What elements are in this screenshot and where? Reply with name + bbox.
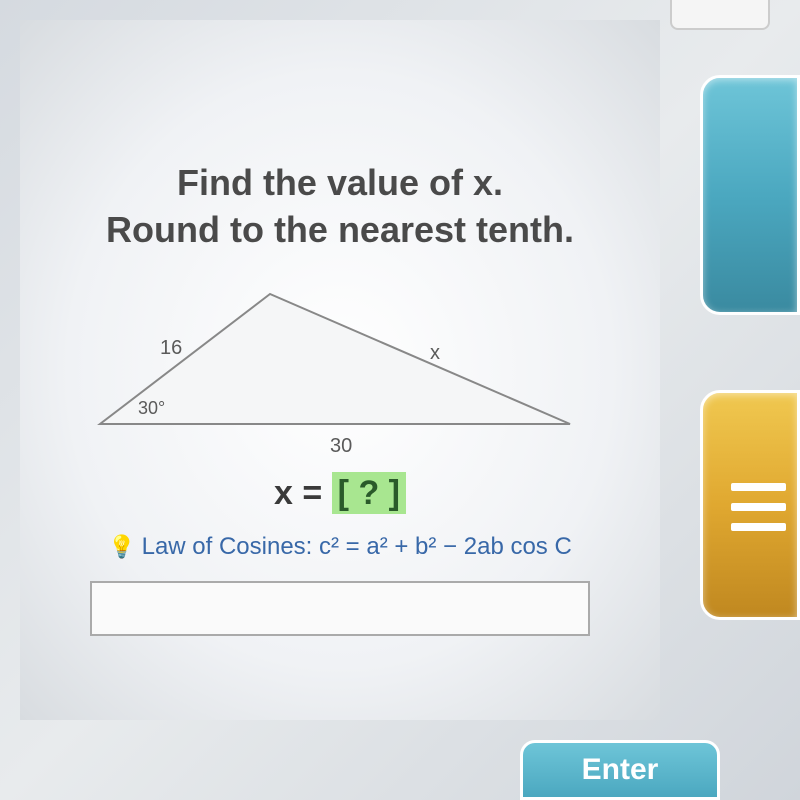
side-bottom-label: 30 — [330, 435, 352, 457]
enter-button-label: Enter — [582, 753, 659, 787]
triangle-svg: 16 x 30 30° — [70, 284, 610, 464]
hint-text: Law of Cosines: c² = a² + b² − 2ab cos C — [142, 533, 572, 561]
right-blue-button[interactable] — [700, 75, 800, 315]
problem-title: Find the value of x. Round to the neares… — [60, 160, 620, 254]
right-panel — [680, 0, 800, 800]
side-left-label: 16 — [160, 337, 182, 359]
triangle-diagram: 16 x 30 30° — [60, 284, 620, 464]
hint-label: Law of Cosines: — [142, 533, 319, 560]
lightbulb-icon: 💡 — [108, 534, 135, 560]
title-line-2: Round to the nearest tenth. — [106, 209, 574, 250]
right-yellow-button[interactable] — [700, 390, 800, 620]
hint-row: 💡 Law of Cosines: c² = a² + b² − 2ab cos… — [60, 533, 620, 561]
hint-formula: c² = a² + b² − 2ab cos C — [319, 533, 572, 560]
content-box: Find the value of x. Round to the neares… — [20, 20, 660, 720]
angle-label: 30° — [138, 398, 165, 418]
enter-button[interactable]: Enter — [520, 740, 720, 800]
title-line-1: Find the value of x. — [177, 162, 503, 203]
side-right-label: x — [430, 342, 440, 364]
answer-placeholder: [ ? ] — [332, 472, 406, 514]
equation: x = [ ? ] — [60, 474, 620, 513]
answer-input[interactable] — [90, 581, 590, 636]
menu-lines-icon — [731, 483, 786, 543]
top-right-widget[interactable] — [670, 0, 770, 30]
triangle-shape — [100, 294, 570, 424]
equation-prefix: x = — [274, 474, 332, 512]
problem-area: Find the value of x. Round to the neares… — [0, 0, 680, 800]
